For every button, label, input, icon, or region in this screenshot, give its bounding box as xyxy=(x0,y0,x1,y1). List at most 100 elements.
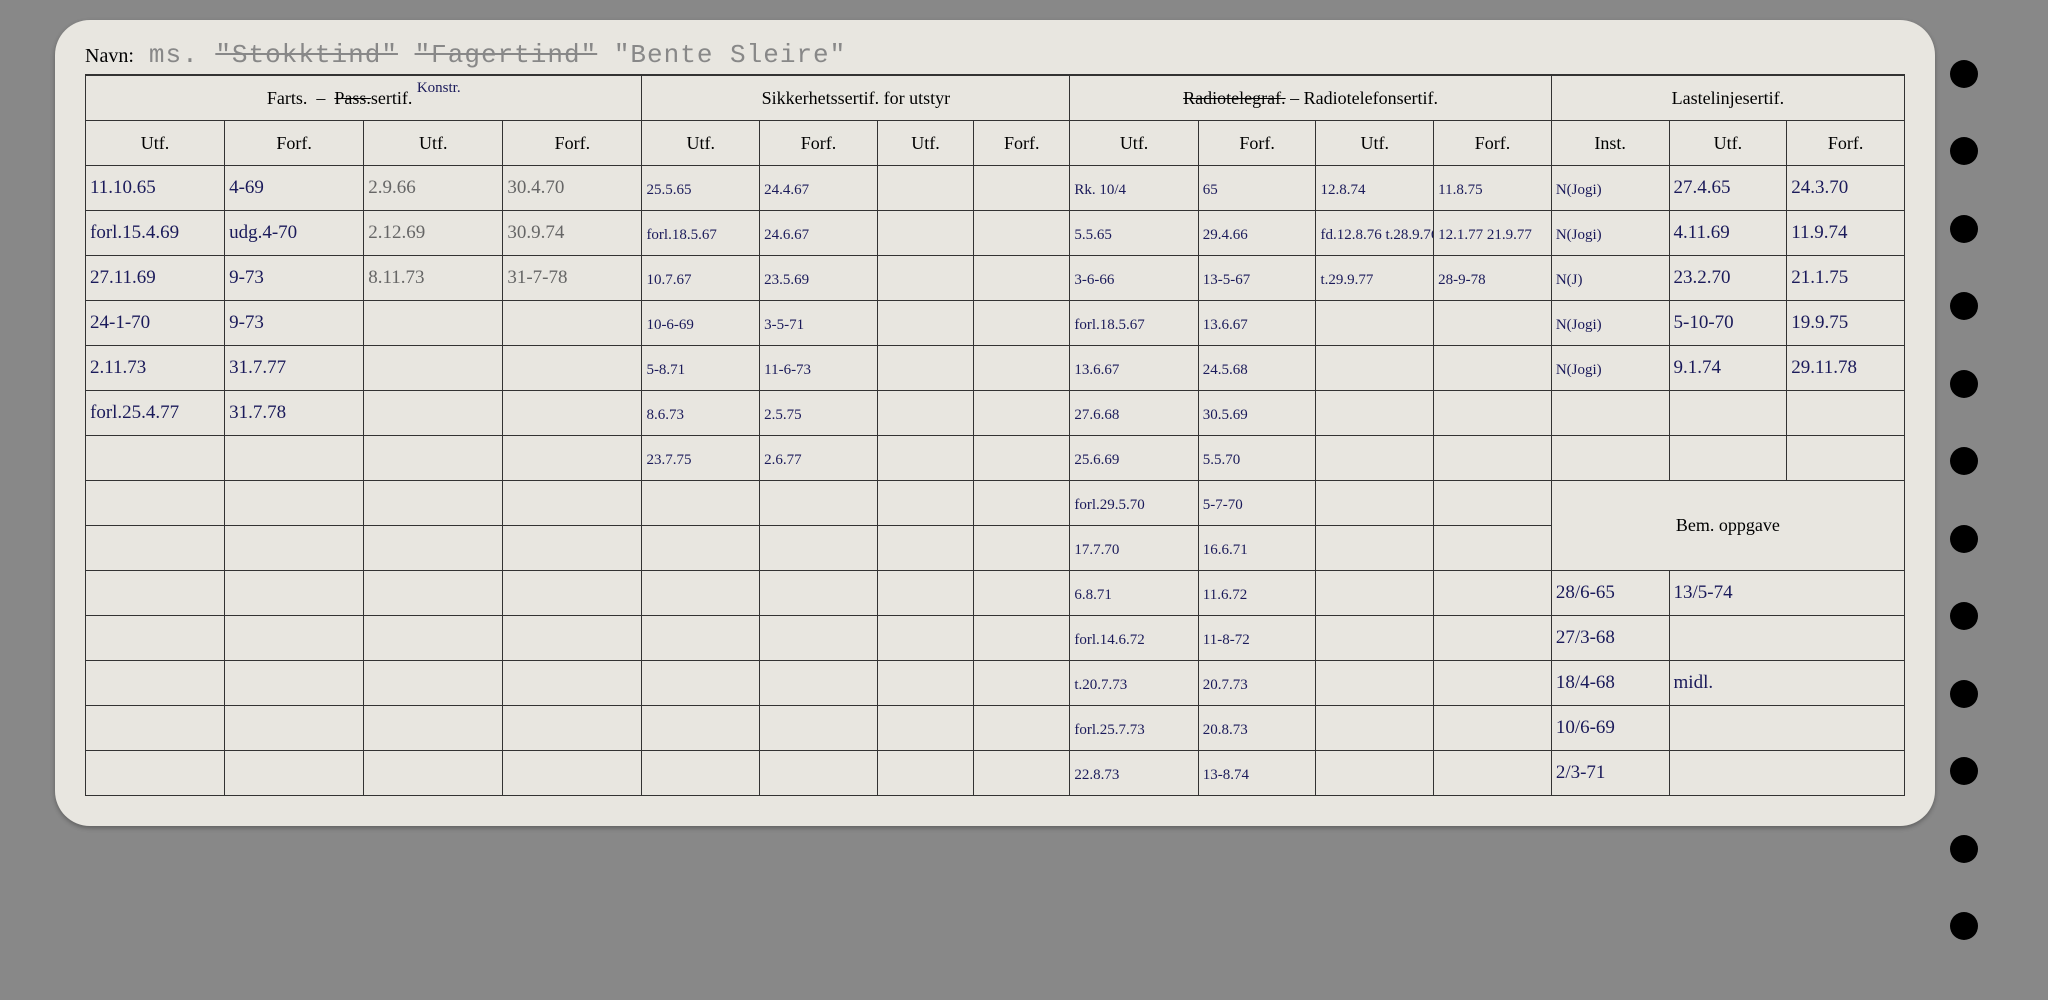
table-body: 11.10.654-692.9.6630.4.7025.5.6524.4.67R… xyxy=(86,166,1905,796)
title-prefix: ms. xyxy=(149,40,199,70)
header-sikkerhet: Sikkerhetssertif. for utstyr xyxy=(642,76,1070,121)
cell-c4 xyxy=(503,661,642,706)
cell-value: 30.4.70 xyxy=(507,177,564,198)
cell-c12 xyxy=(1434,706,1552,751)
cell-c1 xyxy=(86,436,225,481)
cell-c12 xyxy=(1434,751,1552,796)
punch-hole xyxy=(1950,137,1978,165)
cell-c5: 10.7.67 xyxy=(642,256,760,301)
cell-value: 11.6.72 xyxy=(1203,587,1247,603)
cell-c12 xyxy=(1434,616,1552,661)
cell-value: N(Jogi) xyxy=(1556,317,1602,333)
cell-c10: 20.7.73 xyxy=(1198,661,1316,706)
cell-c2: udg.4-70 xyxy=(225,211,364,256)
cell-c2 xyxy=(225,526,364,571)
h-utf-6: Utf. xyxy=(1316,121,1434,166)
cell-c2 xyxy=(225,751,364,796)
cell-c9: forl.14.6.72 xyxy=(1070,616,1198,661)
cell-c12: 28-9-78 xyxy=(1434,256,1552,301)
cell-value: 9-73 xyxy=(229,267,264,288)
cell-c1 xyxy=(86,481,225,526)
cell-c12 xyxy=(1434,526,1552,571)
cell-value: 2.11.73 xyxy=(90,357,146,378)
header-sub-row: Utf. Forf. Utf. Forf. Utf. Forf. Utf. Fo… xyxy=(86,121,1905,166)
table-row: forl.14.6.7211-8-7227/3-68 xyxy=(86,616,1905,661)
cell-c7 xyxy=(877,301,973,346)
h-forf-6: Forf. xyxy=(1434,121,1552,166)
cell-c3 xyxy=(364,751,503,796)
title-name2: "Fagertind" xyxy=(415,40,598,70)
cell-c8 xyxy=(974,301,1070,346)
cell-c8 xyxy=(974,481,1070,526)
punch-hole xyxy=(1950,215,1978,243)
cell-c4 xyxy=(503,346,642,391)
cell-c10: 13.6.67 xyxy=(1198,301,1316,346)
bem-cell-2 xyxy=(1669,706,1904,751)
punch-hole xyxy=(1950,680,1978,708)
cell-c6: 2.6.77 xyxy=(760,436,878,481)
cell-c4 xyxy=(503,301,642,346)
cell-value: 12.8.74 xyxy=(1320,182,1365,198)
cell-value: 5-7-70 xyxy=(1203,497,1243,513)
cell-c5: 25.5.65 xyxy=(642,166,760,211)
cell-value: 9-73 xyxy=(229,312,264,333)
cell-value: 31-7-78 xyxy=(507,267,567,288)
cell-c10: 65 xyxy=(1198,166,1316,211)
cell-value: 3-5-71 xyxy=(764,317,804,333)
cell-c3: 2.9.66 xyxy=(364,166,503,211)
cell-c8 xyxy=(974,706,1070,751)
cell-value: 24.5.68 xyxy=(1203,362,1248,378)
cell-value: 5.5.70 xyxy=(1203,452,1241,468)
cell-c5 xyxy=(642,616,760,661)
cell-c2: 9-73 xyxy=(225,256,364,301)
cell-c11 xyxy=(1316,526,1434,571)
cell-c12 xyxy=(1434,301,1552,346)
bem-cell-1: 18/4-68 xyxy=(1551,661,1669,706)
punch-holes xyxy=(1935,20,1993,980)
cell-value: 11.9.74 xyxy=(1791,222,1847,243)
punch-hole xyxy=(1950,370,1978,398)
table-row: t.20.7.73 20.7.73 18/4-68midl. xyxy=(86,661,1905,706)
h-utf-7: Utf. xyxy=(1669,121,1787,166)
cell-value: 24-1-70 xyxy=(90,312,150,333)
cell-c8 xyxy=(974,751,1070,796)
cell-c12 xyxy=(1434,571,1552,616)
punch-hole xyxy=(1950,292,1978,320)
cell-c2: 4-69 xyxy=(225,166,364,211)
cell-c15: 21.1.75 xyxy=(1787,256,1905,301)
cell-value: 22.8.73 xyxy=(1074,767,1119,783)
cell-c5 xyxy=(642,526,760,571)
cell-c9: 25.6.69 xyxy=(1070,436,1198,481)
cell-value: 25.5.65 xyxy=(646,182,691,198)
cell-value: 23.2.70 xyxy=(1674,267,1731,288)
header-radio: Radiotelegraf. – Radiotelefonsertif. xyxy=(1070,76,1551,121)
certificate-table: Farts. – Pass.sertif. Konstr. Sikkerhets… xyxy=(85,75,1905,796)
cell-c2: 9-73 xyxy=(225,301,364,346)
h-utf-1: Utf. xyxy=(86,121,225,166)
cell-c13: N(Jogi) xyxy=(1551,346,1669,391)
cell-c9: 5.5.65 xyxy=(1070,211,1198,256)
cell-c14: 27.4.65 xyxy=(1669,166,1787,211)
cell-c7 xyxy=(877,661,973,706)
cell-c7 xyxy=(877,706,973,751)
cell-value: 11.8.75 xyxy=(1438,182,1482,198)
cell-value: forl.29.5.70 xyxy=(1074,497,1144,513)
cell-c8 xyxy=(974,391,1070,436)
table-row: 27.11.699-738.11.7331-7-7810.7.6723.5.69… xyxy=(86,256,1905,301)
cell-value: 25.6.69 xyxy=(1074,452,1119,468)
cell-value: t.20.7.73 xyxy=(1074,677,1127,693)
bem-cell-2: midl. xyxy=(1669,661,1904,706)
cell-c13: N(J) xyxy=(1551,256,1669,301)
header-group-row: Farts. – Pass.sertif. Konstr. Sikkerhets… xyxy=(86,76,1905,121)
cell-c8 xyxy=(974,661,1070,706)
cell-value: 13-5-67 xyxy=(1203,272,1251,288)
cell-value: 5-8.71 xyxy=(646,362,685,378)
cell-value: 65 xyxy=(1203,182,1218,198)
cell-value: N(Jogi) xyxy=(1556,182,1602,198)
cell-c6: 24.6.67 xyxy=(760,211,878,256)
cell-c1 xyxy=(86,751,225,796)
cell-c7 xyxy=(877,391,973,436)
cell-value: 29.4.66 xyxy=(1203,227,1248,243)
cell-c13 xyxy=(1551,391,1669,436)
bem-header: Bem. oppgave xyxy=(1551,481,1904,571)
